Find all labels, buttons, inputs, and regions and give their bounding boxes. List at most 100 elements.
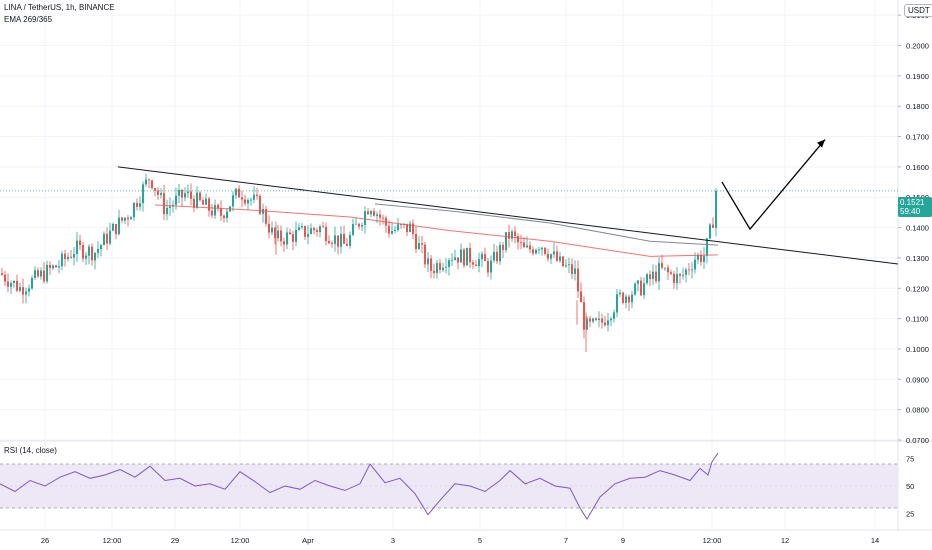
candle [586, 318, 588, 330]
currency-badge[interactable]: USDT [904, 4, 932, 17]
candle [145, 179, 147, 185]
price-tick-label[interactable]: 0.1100 [906, 315, 928, 324]
candle [568, 264, 570, 266]
candle [19, 287, 21, 291]
time-tick-label[interactable]: 12 [781, 536, 789, 545]
candle [343, 233, 345, 244]
candle [535, 249, 537, 254]
time-tick-label[interactable]: 12:00 [103, 536, 122, 545]
arrow-head-icon [817, 139, 825, 148]
candle [532, 249, 534, 254]
candle [166, 207, 168, 215]
candle [508, 232, 510, 239]
rsi-tick-label[interactable]: 25 [906, 510, 914, 519]
candle [124, 217, 126, 221]
candle [49, 264, 51, 269]
price-tick-label[interactable]: 0.0800 [906, 406, 929, 415]
candle [202, 200, 204, 205]
candle [67, 256, 69, 260]
candle [370, 211, 372, 215]
candle [121, 217, 123, 221]
price-tick-label[interactable]: 0.1000 [906, 345, 929, 354]
candle [376, 214, 378, 216]
candle [325, 226, 327, 242]
ema-slow-line [374, 203, 719, 246]
candle [574, 268, 576, 274]
candle [310, 228, 312, 235]
rsi-legend[interactable]: RSI (14, close) [4, 446, 57, 455]
price-tick-label[interactable]: 0.1700 [906, 133, 929, 142]
candle [295, 230, 297, 242]
candle [382, 217, 384, 219]
candle [205, 198, 207, 205]
price-tick-label[interactable]: 0.0700 [906, 436, 929, 445]
candle [151, 180, 153, 189]
candle [358, 223, 360, 227]
candle [631, 294, 633, 303]
candle [673, 273, 675, 283]
time-tick-label[interactable]: Apr [302, 536, 314, 545]
time-tick-label[interactable]: 12:00 [703, 536, 722, 545]
candle [226, 211, 228, 219]
price-tick-label[interactable]: 0.1900 [906, 72, 929, 81]
symbol-legend[interactable]: LINA / TetherUS, 1h, BINANCE [4, 3, 115, 12]
time-tick-label[interactable]: 7 [564, 536, 568, 545]
rsi-tick-label[interactable]: 50 [906, 482, 914, 491]
time-tick-label[interactable]: 9 [621, 536, 625, 545]
candle [445, 266, 447, 268]
candle [52, 265, 54, 269]
price-tick-label[interactable]: 0.1300 [906, 254, 929, 263]
candle [163, 193, 165, 215]
candle [436, 263, 438, 274]
candle [232, 195, 234, 207]
candle [280, 230, 282, 242]
candle [547, 253, 549, 259]
time-tick-label[interactable]: 26 [41, 536, 49, 545]
candle [520, 242, 522, 244]
candle [697, 254, 699, 260]
candle [208, 198, 210, 211]
price-tick-label[interactable]: 0.1400 [906, 224, 929, 233]
candle [220, 208, 222, 216]
candle [649, 274, 651, 279]
candle [4, 274, 6, 282]
candle [544, 247, 546, 254]
price-tick-label[interactable]: 0.0900 [906, 375, 929, 384]
candle [427, 258, 429, 265]
candle [238, 188, 240, 198]
candle [457, 257, 459, 263]
candle [193, 198, 195, 208]
price-tick-label[interactable]: 0.1800 [906, 102, 929, 111]
projection-path[interactable] [721, 139, 826, 231]
candle [223, 215, 225, 219]
candle [499, 244, 501, 262]
time-tick-label[interactable]: 3 [391, 536, 395, 545]
price-tick-label[interactable]: 0.2000 [906, 42, 929, 51]
candle [478, 259, 480, 266]
candle [88, 246, 90, 256]
candle [670, 272, 672, 274]
candle [79, 240, 81, 246]
candle [340, 233, 342, 247]
ema-legend[interactable]: EMA 269/365 [4, 15, 53, 24]
last-price-countdown: 59:40 [900, 207, 921, 216]
time-tick-label[interactable]: 12:00 [231, 536, 250, 545]
candle [187, 191, 189, 194]
candle [97, 249, 99, 253]
candle [394, 229, 396, 232]
candle [388, 225, 390, 234]
time-tick-label[interactable]: 5 [478, 536, 482, 545]
time-tick-label[interactable]: 14 [871, 536, 879, 545]
candle [337, 235, 339, 247]
rsi-tick-label[interactable]: 75 [906, 455, 914, 464]
price-tick-label[interactable]: 0.1600 [906, 163, 929, 172]
trendline[interactable] [117, 166, 899, 265]
candle [679, 274, 681, 276]
candle [391, 231, 393, 234]
candle [304, 225, 306, 237]
time-tick-label[interactable]: 29 [171, 536, 179, 545]
price-tick-label[interactable]: 0.1200 [906, 284, 929, 293]
candle [178, 189, 180, 196]
candle [322, 226, 324, 228]
